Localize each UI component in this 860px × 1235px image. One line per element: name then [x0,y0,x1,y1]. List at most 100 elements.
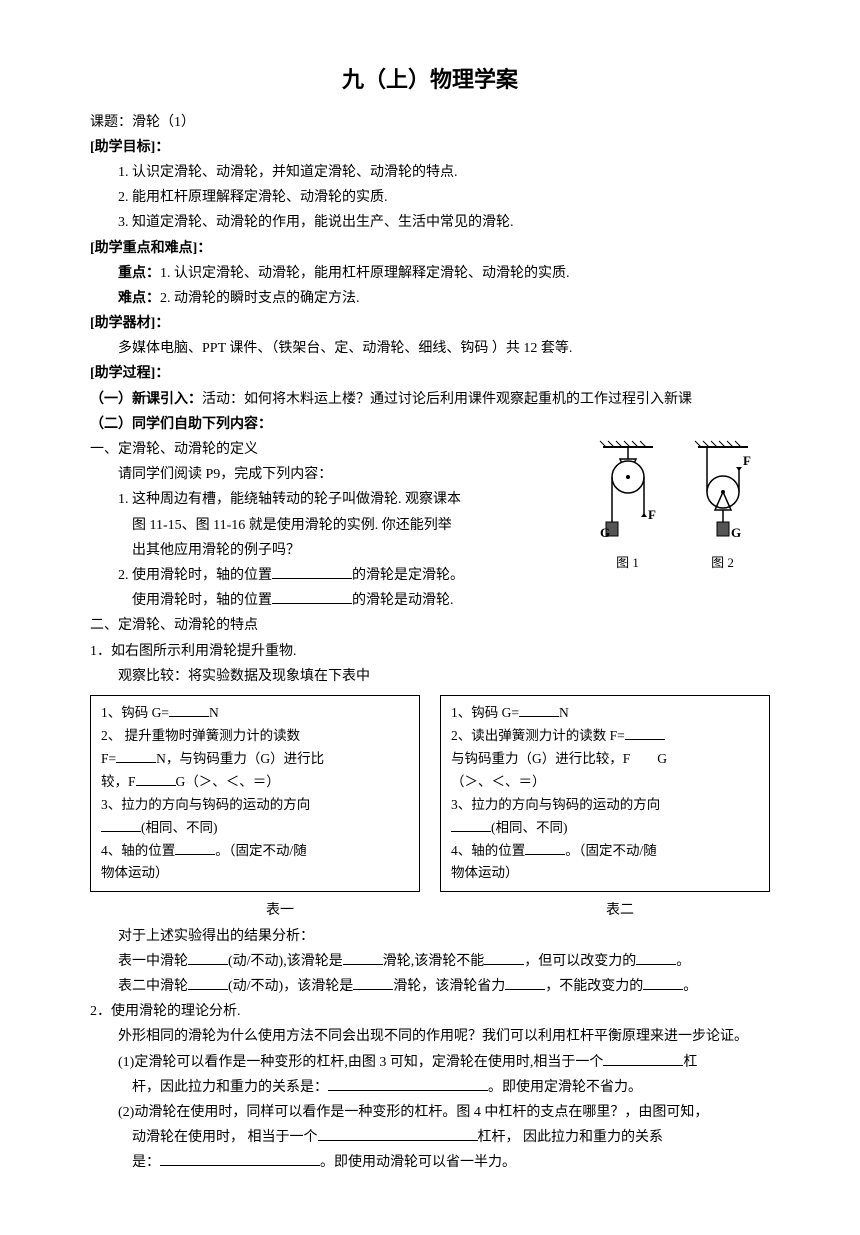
equipment-text: 多媒体电脑、PPT 课件、（铁架台、定、动滑轮、细线、钩码 ）共 12 套等. [90,336,770,361]
part1-p2c: 使用滑轮时，轴的位置 的滑轮是动滑轮. [90,588,770,613]
process-head: [助学过程]： [90,361,770,386]
a-t2b: (动/不动)，该滑轮是 [228,979,353,994]
part2-obs: 观察比较：将实验数据及现象填在下表中 [90,664,770,689]
page-title: 九（上）物理学案 [90,60,770,100]
topic-value: 滑轮（1） [132,115,195,130]
th-p2b: 动滑轮在使用时， 相当于一个 [132,1130,318,1145]
blank-fixed[interactable] [272,564,352,579]
equipment-head: [助学器材]： [90,311,770,336]
nan-text: 2. 动滑轮的瞬时支点的确定方法. [160,291,360,306]
b1-l4c: 物体运动） [101,862,409,885]
blank-th4[interactable] [160,1151,320,1166]
b1-l2e: G（＞、＜、＝） [176,774,280,789]
blank-b2-dir[interactable] [451,817,491,832]
topic-label: 课题： [90,115,132,130]
p2d: 的滑轮是动滑轮. [352,593,454,608]
topic-line: 课题：滑轮（1） [90,110,770,135]
analysis-t1: 表一中滑轮(动/不动),该滑轮是滑轮,该滑轮不能，但可以改变力的。 [90,949,770,974]
table-boxes: 1、钩码 G=N 2、 提升重物时弹簧测力计的读数 F=N，与钩码重力（G）进行… [90,695,770,893]
blank-a1-3[interactable] [484,950,524,965]
b1-l2d: 较，F [101,774,136,789]
nandian: 难点：2. 动滑轮的瞬时支点的确定方法. [90,286,770,311]
intro-line: （一）新课引入：活动：如何将木料运上楼？通过讨论后利用课件观察起重机的工作过程引… [90,387,770,412]
th-p1b: 杠 [683,1055,697,1070]
th-p1c: 杆，因此拉力和重力的关系是： [132,1080,328,1095]
a-t1a: 表一中滑轮 [118,954,188,969]
p2a: 2. 使用滑轮时，轴的位置 [118,568,272,583]
b1-l2b: F= [101,751,116,766]
blank-b1-axis[interactable] [175,840,215,855]
blank-th1[interactable] [603,1051,683,1066]
b2-l1b: N [559,705,569,720]
theory-p1: (1)定滑轮可以看作是一种变形的杠杆,由图 3 可知，定滑轮在使用时,相当于一个… [90,1050,770,1075]
fig1-caption: 图 1 [616,551,639,574]
zhongdian: 重点：1. 认识定滑轮、动滑轮，能用杠杆原理解释定滑轮、动滑轮的实质. [90,261,770,286]
blank-a2-4[interactable] [643,975,683,990]
a-t2d: ，不能改变力的 [545,979,643,994]
part2-p1: 1．如右图所示利用滑轮提升重物. [90,639,770,664]
blank-b1-g[interactable] [169,702,209,717]
box-1: 1、钩码 G=N 2、 提升重物时弹簧测力计的读数 F=N，与钩码重力（G）进行… [90,695,420,893]
self-label: （二）同学们自助下列内容： [90,412,770,437]
p2c: 使用滑轮时，轴的位置 [132,593,272,608]
theory-p2a: (2)动滑轮在使用时，同样可以看作是一种变形的杠杆。图 4 中杠杆的支点在哪里？… [90,1100,770,1125]
th-p1a: (1)定滑轮可以看作是一种变形的杠杆,由图 3 可知，定滑轮在使用时,相当于一个 [118,1055,603,1070]
blank-a2-2[interactable] [353,975,393,990]
label-F2: F [743,453,751,468]
a-t2e: 。 [683,979,697,994]
b2-l3a: 3、拉力的方向与钩码的运动的方向 [451,794,759,817]
a-t2c: 滑轮，该滑轮省力 [393,979,505,994]
fig2-caption: 图 2 [711,551,734,574]
goal-2: 2. 能用杠杆原理解释定滑轮、动滑轮的实质. [90,185,770,210]
b2-l4a: 4、轴的位置 [451,843,525,858]
blank-th2[interactable] [328,1076,488,1091]
caption-table2: 表二 [430,898,770,923]
caption-table1: 表一 [90,898,430,923]
blank-a1-4[interactable] [636,950,676,965]
blank-a2-3[interactable] [505,975,545,990]
th-p2e: 。即使用动滑轮可以省一半力。 [320,1155,516,1170]
blank-b2-f[interactable] [625,725,665,740]
b1-l3b: (相同、不同) [141,820,218,835]
intro-label: （一）新课引入： [90,392,202,407]
b2-l4c: 物体运动） [451,862,759,885]
box-2: 1、钩码 G=N 2、读出弹簧测力计的读数 F= 与钩码重力（G）进行比较，F … [440,695,770,893]
part2-head: 二、定滑轮、动滑轮的特点 [90,613,770,638]
b2-l3b: (相同、不同) [491,820,568,835]
b1-l3a: 3、拉力的方向与钩码的运动的方向 [101,794,409,817]
blank-b2-axis[interactable] [525,840,565,855]
b1-l1b: N [209,705,219,720]
th-p2d: 是： [132,1155,160,1170]
b1-l1a: 1、钩码 G= [101,705,169,720]
intro-text: 活动：如何将木料运上楼？通过讨论后利用课件观察起重机的工作过程引入新课 [202,392,692,407]
blank-b1-dir[interactable] [101,817,141,832]
b2-l2b: 与钩码重力（G）进行比较，F G [451,748,759,771]
b2-l4b: 。（固定不动/随 [565,843,657,858]
zhong-label: 重点： [118,266,160,281]
a-t2a: 表二中滑轮 [118,979,188,994]
keypoints-head: [助学重点和难点]： [90,236,770,261]
th-p1d: 。即使用定滑轮不省力。 [488,1080,642,1095]
blank-b1-cmp[interactable] [136,771,176,786]
pulley-figure: G F F G 图 1 图 2 [580,437,770,574]
blank-a2-1[interactable] [188,975,228,990]
b1-l4b: 。（固定不动/随 [215,843,307,858]
goals-head: [助学目标]： [90,135,770,160]
analysis-head: 对于上述实验得出的结果分析： [90,924,770,949]
theory-p1c: 杆，因此拉力和重力的关系是： 。即使用定滑轮不省力。 [90,1075,770,1100]
a-t1b: (动/不动),该滑轮是 [228,954,343,969]
a-t1e: 。 [676,954,690,969]
a-t1d: ，但可以改变力的 [524,954,636,969]
th-p2c: 杠杆， 因此拉力和重力的关系 [478,1130,664,1145]
b2-l2c: （＞、＜、＝） [451,771,759,794]
box-captions: 表一 表二 [90,898,770,923]
blank-movable[interactable] [272,589,352,604]
blank-a1-1[interactable] [188,950,228,965]
label-G2: G [731,525,741,540]
p2b: 的滑轮是定滑轮。 [352,568,464,583]
blank-a1-2[interactable] [343,950,383,965]
theory-head: 2．使用滑轮的理论分析. [90,999,770,1024]
blank-b1-f[interactable] [116,748,156,763]
blank-b2-g[interactable] [519,702,559,717]
blank-th3[interactable] [318,1126,478,1141]
